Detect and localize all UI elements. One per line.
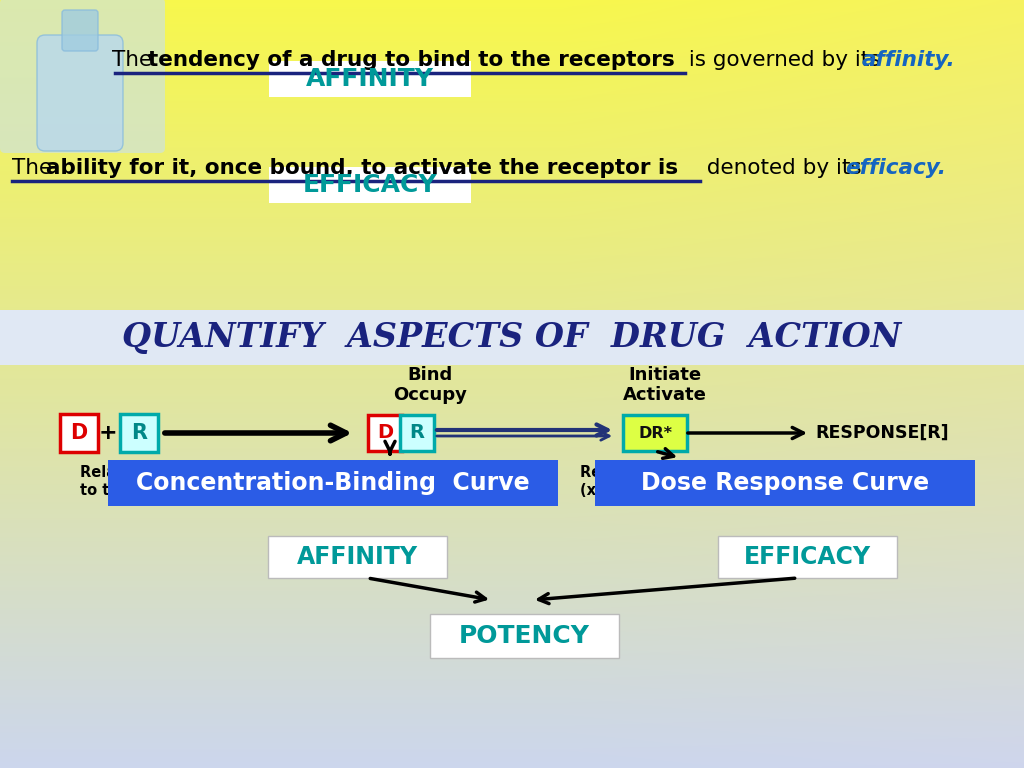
Text: Concentration-Binding  Curve: Concentration-Binding Curve — [136, 471, 529, 495]
FancyBboxPatch shape — [430, 614, 618, 658]
FancyBboxPatch shape — [400, 415, 434, 451]
Text: Relate concentration [C] of Drug used: Relate concentration [C] of Drug used — [580, 465, 894, 481]
FancyBboxPatch shape — [718, 536, 897, 578]
FancyBboxPatch shape — [60, 414, 98, 452]
FancyBboxPatch shape — [269, 61, 471, 97]
Text: POTENCY: POTENCY — [459, 624, 590, 648]
Text: Initiate
Activate: Initiate Activate — [623, 366, 707, 405]
Text: RESPONSE[R]: RESPONSE[R] — [815, 424, 948, 442]
FancyBboxPatch shape — [268, 536, 447, 578]
Text: Bind
Occupy: Bind Occupy — [393, 366, 467, 405]
FancyBboxPatch shape — [62, 10, 98, 51]
FancyBboxPatch shape — [368, 415, 402, 451]
Text: efficacy.: efficacy. — [845, 158, 946, 178]
Text: R: R — [410, 423, 425, 442]
Text: +: + — [98, 423, 118, 443]
Text: to the binding capacity at receptors (y-axis): to the binding capacity at receptors (y-… — [80, 484, 445, 498]
Text: is governed by its: is governed by its — [682, 50, 888, 70]
Text: ability for it, once bound, to activate the receptor is: ability for it, once bound, to activate … — [46, 158, 678, 178]
FancyBboxPatch shape — [120, 414, 158, 452]
Text: (x- axis) to produce RESPONSE (y-axis): (x- axis) to produce RESPONSE (y-axis) — [580, 484, 901, 498]
Text: Dose Response Curve: Dose Response Curve — [641, 471, 929, 495]
Text: The: The — [12, 158, 59, 178]
Text: AFFINITY: AFFINITY — [297, 545, 418, 569]
FancyBboxPatch shape — [595, 460, 975, 506]
FancyBboxPatch shape — [0, 0, 165, 153]
Text: tendency of a drug to bind to the receptors: tendency of a drug to bind to the recept… — [148, 50, 675, 70]
FancyBboxPatch shape — [269, 167, 471, 203]
Text: denoted by its: denoted by its — [700, 158, 868, 178]
FancyBboxPatch shape — [623, 415, 687, 451]
Text: Relate concentration [C] of Drug (x-axis): Relate concentration [C] of Drug (x-axis… — [80, 465, 416, 481]
Text: The: The — [112, 50, 159, 70]
FancyBboxPatch shape — [0, 310, 1024, 365]
FancyBboxPatch shape — [37, 35, 123, 151]
Text: EFFICACY: EFFICACY — [744, 545, 871, 569]
Text: DR*: DR* — [638, 425, 672, 441]
Text: AFFINITY: AFFINITY — [306, 67, 434, 91]
Text: affinity.: affinity. — [862, 50, 955, 70]
Text: QUANTIFY  ASPECTS OF  DRUG  ACTION: QUANTIFY ASPECTS OF DRUG ACTION — [123, 322, 901, 355]
Text: R: R — [131, 423, 147, 443]
FancyBboxPatch shape — [108, 460, 558, 506]
Text: D: D — [71, 423, 88, 443]
Text: D: D — [377, 423, 393, 442]
Text: EFFICACY: EFFICACY — [303, 173, 437, 197]
